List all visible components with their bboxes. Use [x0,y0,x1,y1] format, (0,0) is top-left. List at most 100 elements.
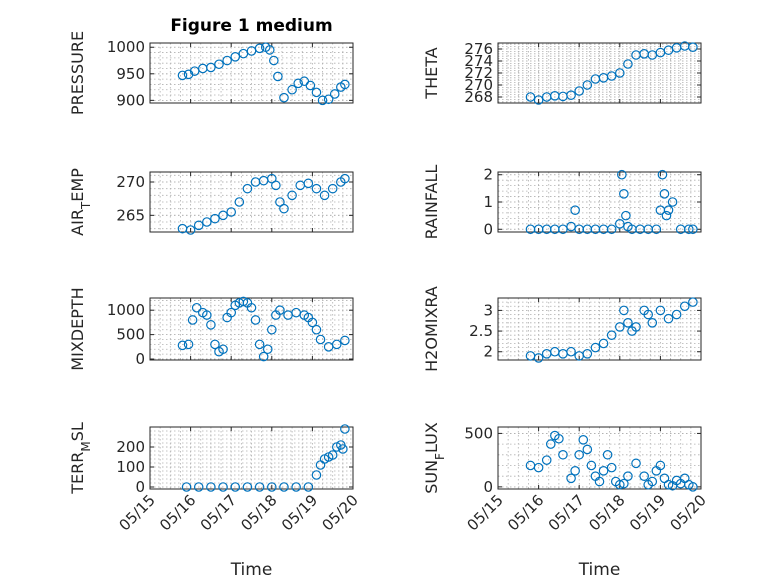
data-point [614,479,625,490]
data-point [619,305,629,316]
y-tick-label: 2 [483,166,493,184]
y-tick-label: 272 [464,64,493,82]
axes-3: 265 270 AIRTEMP [68,168,354,236]
x-tick-label: 05/19 [626,491,669,534]
data-point [287,190,297,201]
data-point [582,348,593,359]
data-point [338,444,348,454]
data-point [218,210,228,221]
data-point [598,466,609,476]
data-point [671,42,682,53]
x-tick-label: 05/18 [585,491,628,534]
data-point [177,340,188,351]
data-point [614,68,625,78]
data-point [279,482,289,492]
data-point [545,439,556,449]
data-point [647,50,658,60]
data-point [311,324,322,335]
data-point [541,348,552,359]
y-tick-label: 276 [464,40,493,58]
data-point [293,78,303,89]
data-point [206,320,216,330]
y-tick-label: 950 [116,65,145,83]
data-point [340,173,350,184]
data-point [631,50,641,60]
data-point [230,482,241,492]
data-point [323,94,334,105]
data-point [663,313,674,324]
x-axis-label: Time [230,560,273,580]
y-axis-label: H2OMIXRA [422,286,441,372]
y-tick-label: 265 [116,206,145,224]
data-point [663,45,674,55]
data-point [327,183,338,194]
data-point [574,86,584,96]
data-point [291,307,301,318]
data-point [643,309,654,320]
x-tick-label: 05/20 [319,491,362,534]
data-point [238,48,249,59]
data-point [191,302,202,313]
data-point [684,224,694,235]
data-point [688,42,698,52]
data-point [295,180,306,191]
data-point [340,335,350,346]
data-point [187,315,198,325]
y-tick-label: 0 [483,220,493,238]
data-point [590,74,601,84]
data-point [238,296,249,307]
data-point [558,449,568,460]
data-point [606,462,617,473]
x-tick-label: 05/19 [278,491,321,534]
y-tick-label: 200 [116,438,145,456]
axes-box [497,297,702,361]
data-point [218,482,228,492]
data-point [311,183,322,194]
data-point [663,479,674,490]
data-point [266,324,277,335]
x-tick-label: 05/17 [545,491,588,534]
data-point [623,317,633,328]
data-point [331,339,342,350]
data-point [594,476,605,487]
x-tick-label: 05/18 [237,491,280,534]
data-point [177,70,188,81]
y-tick-label: 3 [483,301,493,319]
x-tick-label: 05/15 [464,491,507,534]
data-point [614,322,625,332]
data-point [303,178,314,189]
figure-title: Figure 1 medium [170,16,332,36]
data-point [254,339,265,350]
axes-6: 2 2.5 3 H2OMIXRA [422,286,702,372]
data-point [327,450,338,460]
y-tick-label: 1000 [107,301,145,319]
data-point [566,473,576,484]
data-point [623,59,633,69]
y-tick-label: 0 [483,478,493,496]
data-point [617,169,627,180]
data-point [226,207,236,217]
data-point [275,305,285,316]
y-tick-label: 270 [116,173,145,191]
data-point [671,309,682,320]
data-point [307,317,318,328]
x-tick-label: 05/16 [504,491,547,534]
data-point [566,346,576,357]
data-point [688,224,698,235]
data-point [582,444,593,455]
data-point [214,59,224,70]
data-point [291,482,301,492]
data-point [315,334,326,345]
x-tick-label: 05/15 [116,491,159,534]
data-point [619,189,629,199]
data-point [533,462,544,473]
y-tick-label: 900 [116,91,145,109]
data-point [254,43,265,54]
data-point [554,433,564,444]
data-point [558,348,568,359]
y-axis-label: AIRTEMP [68,168,93,236]
data-point [269,55,279,66]
